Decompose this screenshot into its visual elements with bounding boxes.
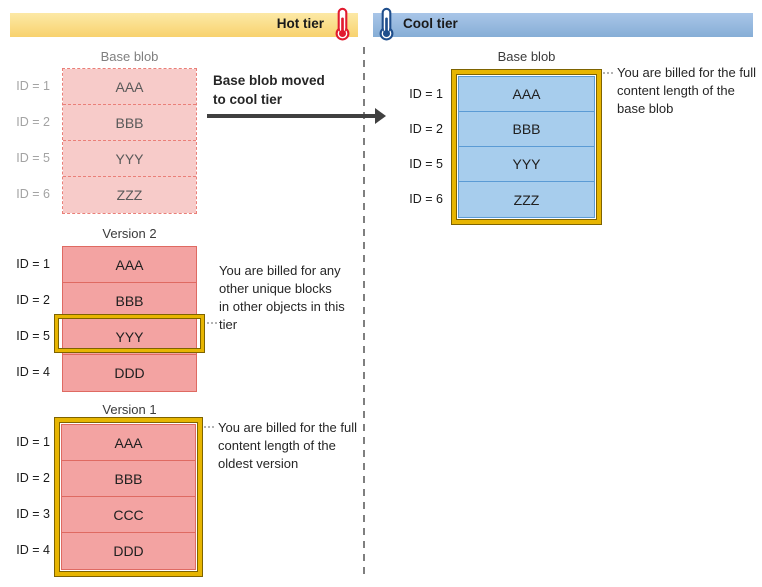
block-cell: BBB <box>62 461 195 497</box>
unique-block-highlight <box>55 315 204 352</box>
cool-base-blob-ids: ID = 1 ID = 2 ID = 5 ID = 6 <box>393 76 443 216</box>
move-arrow-head-icon <box>375 108 386 124</box>
row-id: ID = 2 <box>409 121 443 136</box>
version2-note: You are billed for any other unique bloc… <box>219 263 345 332</box>
row-id: ID = 5 <box>16 151 50 165</box>
row-id: ID = 3 <box>16 507 50 521</box>
block-cell: AAA <box>459 77 594 112</box>
row-id: ID = 4 <box>16 365 50 379</box>
move-note: Base blob moved to cool tier <box>213 73 325 107</box>
hot-base-blob-ids: ID = 1 ID = 2 ID = 5 ID = 6 <box>0 68 50 212</box>
block-cell: BBB <box>63 283 196 319</box>
block-cell: DDD <box>62 533 195 569</box>
version1-billed-frame: AAA BBB CCC DDD <box>55 418 202 576</box>
version2-title: Version 2 <box>102 226 157 241</box>
row-id: ID = 1 <box>409 86 443 101</box>
block-cell: YYY <box>459 147 594 182</box>
hot-thermometer-icon <box>335 7 350 41</box>
cool-base-blob-table: AAA BBB YYY ZZZ <box>458 76 595 218</box>
block-cell: AAA <box>63 69 196 105</box>
version1-table: AAA BBB CCC DDD <box>61 424 196 570</box>
row-id: ID = 4 <box>16 543 50 557</box>
block-cell: ZZZ <box>459 182 594 217</box>
row-id: ID = 6 <box>409 191 443 206</box>
row-id: ID = 1 <box>16 79 50 93</box>
version2-ids: ID = 1 ID = 2 ID = 5 ID = 4 <box>0 246 50 390</box>
block-cell: CCC <box>62 497 195 533</box>
row-id: ID = 1 <box>16 257 50 271</box>
cool-base-blob-title: Base blob <box>497 49 556 64</box>
hot-base-blob-title: Base blob <box>100 49 159 64</box>
hot-tier-bar: Hot tier <box>10 7 358 41</box>
block-cell: ZZZ <box>63 177 196 213</box>
cool-base-blob-billed-frame: AAA BBB YYY ZZZ <box>452 70 601 224</box>
block-cell: DDD <box>63 355 196 391</box>
row-id: ID = 1 <box>16 435 50 449</box>
row-id: ID = 2 <box>16 293 50 307</box>
leader-dotted-line <box>204 426 215 428</box>
row-id: ID = 2 <box>16 471 50 485</box>
row-id: ID = 6 <box>16 187 50 201</box>
block-cell: BBB <box>63 105 196 141</box>
cool-tier-label: Cool tier <box>403 16 458 31</box>
block-cell: BBB <box>459 112 594 147</box>
leader-dotted-line <box>207 322 218 324</box>
move-arrow <box>207 114 377 118</box>
block-cell: AAA <box>63 247 196 283</box>
version1-note: You are billed for the full content leng… <box>218 420 358 471</box>
version1-title: Version 1 <box>102 402 157 417</box>
row-id: ID = 2 <box>16 115 50 129</box>
row-id: ID = 5 <box>16 329 50 343</box>
cool-tier-bar: Cool tier <box>373 7 753 41</box>
hot-tier-label: Hot tier <box>276 16 324 31</box>
leader-dotted-line <box>603 72 614 74</box>
hot-base-blob-table: AAA BBB YYY ZZZ <box>62 68 197 214</box>
cool-base-blob-note: You are billed for the full content leng… <box>617 65 757 116</box>
cool-thermometer-icon <box>379 7 394 41</box>
version1-ids: ID = 1 ID = 2 ID = 3 ID = 4 <box>0 424 50 568</box>
tier-divider-dashed-line <box>363 47 365 577</box>
block-cell: YYY <box>63 141 196 177</box>
row-id: ID = 5 <box>409 156 443 171</box>
block-cell: AAA <box>62 425 195 461</box>
